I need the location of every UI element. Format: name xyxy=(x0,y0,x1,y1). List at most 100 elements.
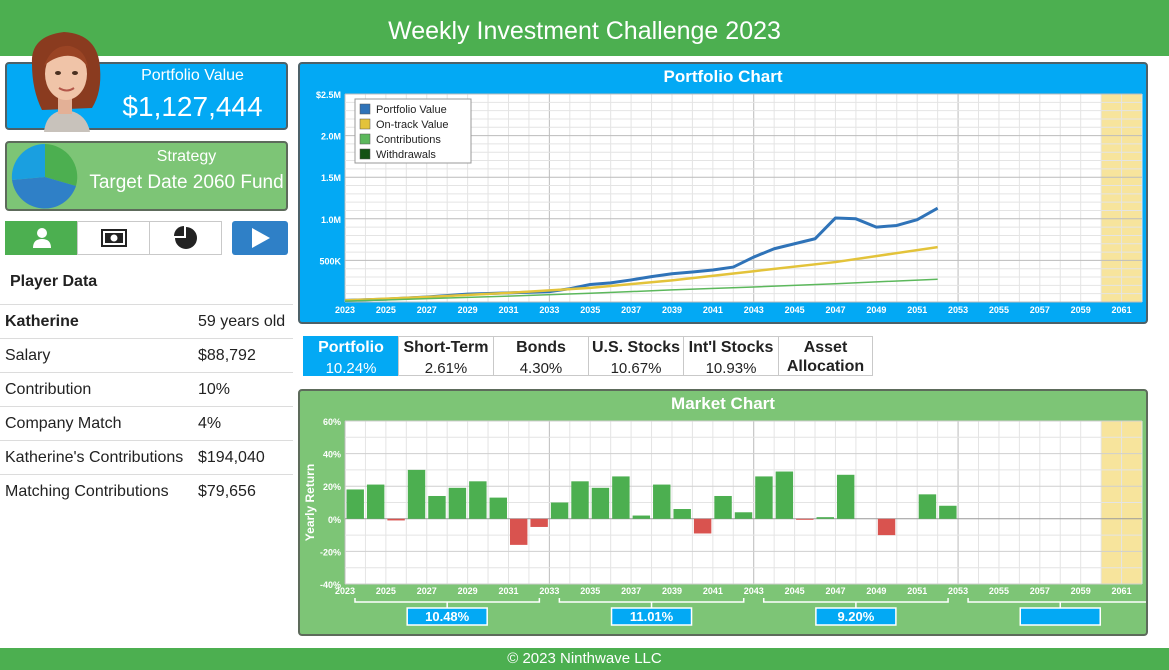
x-tick-label: 2027 xyxy=(417,305,437,315)
player-avatar xyxy=(31,32,101,132)
x-tick-label: 2045 xyxy=(785,305,805,315)
strategy-value: Target Date 2060 Fund xyxy=(89,172,284,193)
player-row-value: 10% xyxy=(198,381,231,398)
return-bar xyxy=(428,495,446,519)
money-icon xyxy=(100,229,127,247)
x-tick-label: 2033 xyxy=(539,586,559,596)
player-row-key: Katherine's Contributions xyxy=(5,449,184,466)
return-bar xyxy=(816,517,834,519)
player-data-title: Player Data xyxy=(10,273,98,290)
tab-player[interactable] xyxy=(5,221,78,255)
plot-area xyxy=(345,94,1142,302)
legend-swatch xyxy=(359,148,371,160)
legend-box xyxy=(354,98,472,164)
return-bar xyxy=(448,487,467,519)
portfolio-value-label: Portfolio Value xyxy=(141,67,244,84)
return-bar xyxy=(366,484,385,519)
tab-returns-portfolio[interactable]: Portfolio 10.24% xyxy=(303,336,399,376)
y-tick-label: 500K xyxy=(319,256,341,266)
legend-swatch xyxy=(359,118,371,130)
copyright-text: © 2023 Ninthwave LLC xyxy=(507,650,662,667)
x-tick-label: 2043 xyxy=(744,305,764,315)
player-icon xyxy=(32,228,51,248)
player-row-company-match: Company Match 4% xyxy=(0,406,293,440)
x-tick-label: 2037 xyxy=(621,586,641,596)
decade-average-box xyxy=(815,607,897,626)
tab-returns-us-stocks[interactable]: U.S. Stocks 10.67% xyxy=(588,336,684,376)
y-tick-label: -40% xyxy=(320,580,341,590)
strategy-label: Strategy xyxy=(156,148,217,165)
x-tick-label: 2055 xyxy=(989,586,1009,596)
return-bar xyxy=(591,487,610,519)
market-chart[interactable]: 60% 40% 20% 0% -20% -40% Yearly Return 2023 2025… xyxy=(300,391,1146,634)
x-tick-label: 2049 xyxy=(866,586,886,596)
return-bar xyxy=(489,497,507,519)
returns-tab-pct: 10.93% xyxy=(705,360,757,376)
return-bar xyxy=(653,484,671,519)
returns-tab-name: Portfolio xyxy=(318,339,384,356)
y-tick-label: -20% xyxy=(320,547,341,557)
return-bar xyxy=(673,509,691,519)
decade-bracket xyxy=(354,598,541,608)
x-tick-label: 2037 xyxy=(621,305,641,315)
x-tick-label: 2045 xyxy=(785,586,805,596)
y-tick-label: 60% xyxy=(323,417,341,427)
player-data-table: Katherine 59 years old Salary $88,792 Co… xyxy=(0,304,293,508)
decade-average-box xyxy=(406,607,488,626)
tab-returns-intl-stocks[interactable]: Int'l Stocks 10.93% xyxy=(683,336,779,376)
player-row-player-contributions: Katherine's Contributions $194,040 xyxy=(0,440,293,474)
player-row-key: Contribution xyxy=(5,381,92,398)
player-row-value: 59 years old xyxy=(198,313,286,330)
returns-tab-pct: 10.24% xyxy=(325,360,377,376)
decade-bracket xyxy=(762,598,949,608)
decade-average-label: 10.48% xyxy=(425,609,470,624)
decade-bracket xyxy=(967,598,1146,608)
chart-legend: Portfolio Value On-track Value Contributio… xyxy=(354,98,472,164)
tab-asset-allocation[interactable]: Asset Allocation xyxy=(778,336,873,376)
x-tick-label: 2043 xyxy=(744,586,764,596)
decade-average-label: 11.01% xyxy=(630,609,674,624)
return-bar xyxy=(550,502,569,519)
x-tick-label: 2059 xyxy=(1071,305,1091,315)
x-tick-label: 2031 xyxy=(498,305,518,315)
return-bar xyxy=(346,489,364,519)
y-tick-label: 1.0M xyxy=(321,215,341,225)
x-tick-label: 2051 xyxy=(907,305,927,315)
y-tick-label: 2.0M xyxy=(321,132,341,142)
returns-tab-name-line2: Allocation xyxy=(786,358,865,375)
portfolio-chart[interactable]: $2.5M 2.0M 1.5M 1.0M 500K 2023 2025 2027 2029 203… xyxy=(300,64,1146,322)
play-button[interactable] xyxy=(232,221,288,255)
x-tick-label: 2025 xyxy=(376,586,396,596)
returns-tab-pct: 4.30% xyxy=(519,360,563,376)
market-chart-title: Market Chart xyxy=(671,394,775,413)
x-tick-label: 2057 xyxy=(1030,586,1050,596)
contributions-line xyxy=(344,278,938,302)
legend-label: Withdrawals xyxy=(376,149,436,161)
return-bar xyxy=(939,505,957,519)
return-bar xyxy=(918,494,937,519)
x-tick-label: 2025 xyxy=(376,305,396,315)
player-row-key: Katherine xyxy=(5,313,79,330)
return-bar xyxy=(612,476,630,519)
player-row-value: 4% xyxy=(198,415,222,432)
legend-swatch xyxy=(359,133,371,145)
return-bar xyxy=(407,469,426,519)
return-bar xyxy=(571,481,589,519)
player-row-value: $88,792 xyxy=(198,347,256,364)
strategy-box[interactable]: Strategy Target Date 2060 Fund xyxy=(5,141,288,211)
tab-allocation[interactable] xyxy=(149,221,222,255)
x-tick-label: 2049 xyxy=(866,305,886,315)
tab-money[interactable] xyxy=(77,221,150,255)
legend-label: Contributions xyxy=(376,134,441,146)
market-chart-panel: Market Chart 60% 40% 20% 0% -20% -40% Yearly R… xyxy=(298,389,1148,636)
x-tick-label: 2061 xyxy=(1112,305,1132,315)
tab-returns-bonds[interactable]: Bonds 4.30% xyxy=(493,336,589,376)
x-tick-label: 2061 xyxy=(1112,586,1132,596)
returns-tab-pct: 2.61% xyxy=(424,360,468,376)
return-bar xyxy=(714,495,732,519)
app-title: Weekly Investment Challenge 2023 xyxy=(388,17,781,45)
return-bar xyxy=(509,518,528,545)
tab-returns-short-term[interactable]: Short-Term 2.61% xyxy=(398,336,494,376)
x-tick-label: 2039 xyxy=(662,586,682,596)
legend-label: Portfolio Value xyxy=(376,104,447,116)
